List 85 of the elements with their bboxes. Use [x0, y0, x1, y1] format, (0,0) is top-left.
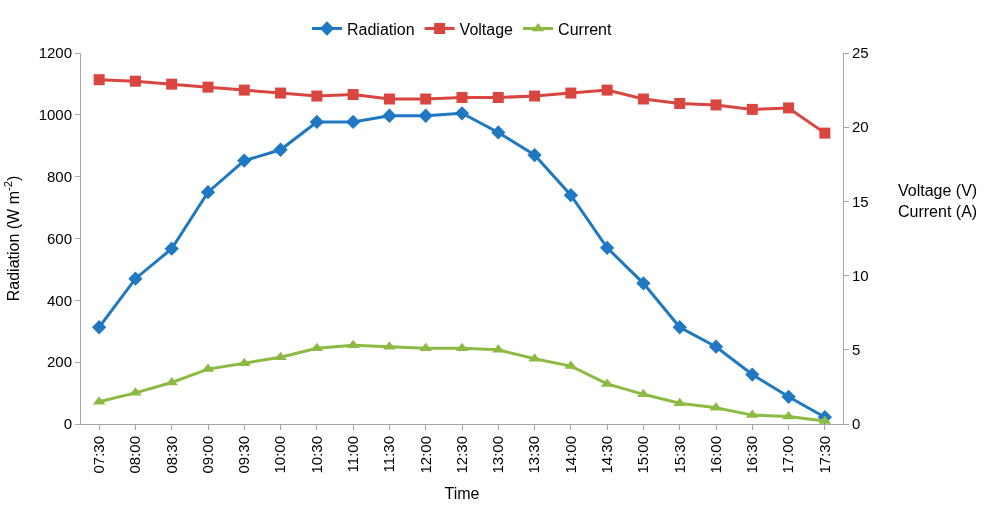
y2-tick-label: 5 — [852, 341, 861, 359]
x-tick-label: 11:00 — [344, 436, 362, 473]
x-tick-label: 10:00 — [271, 436, 289, 474]
point — [309, 114, 325, 130]
x-tick-label: 16:30 — [743, 436, 761, 474]
point — [708, 339, 724, 354]
point — [672, 320, 687, 335]
point — [710, 99, 722, 111]
point — [527, 147, 542, 163]
point — [164, 241, 179, 256]
x-tick-label: 08:00 — [126, 436, 144, 474]
x-tick-label: 12:30 — [452, 436, 470, 474]
point — [599, 240, 615, 255]
y-tick-label: 1000 — [38, 106, 72, 124]
point — [454, 106, 470, 121]
point — [565, 87, 577, 99]
x-tick-label: 17:30 — [815, 436, 833, 474]
point — [165, 376, 179, 386]
point — [745, 367, 760, 382]
x-tick-label: 13:00 — [489, 436, 507, 474]
point — [456, 92, 468, 104]
point — [783, 102, 795, 114]
x-tick-label: 13:30 — [525, 436, 543, 474]
legend-label: Current — [558, 20, 612, 38]
point — [636, 276, 651, 291]
point — [383, 93, 395, 105]
point — [129, 75, 141, 87]
point — [563, 188, 579, 203]
point — [273, 142, 288, 157]
point — [492, 92, 504, 104]
point — [420, 93, 432, 105]
y-tick-label: 600 — [46, 229, 72, 247]
point — [275, 87, 287, 99]
x-tick-label: 15:30 — [670, 436, 688, 474]
y-tick-label: 200 — [46, 353, 72, 371]
y2-tick-label: 15 — [852, 192, 869, 210]
y2-tick-label: 10 — [852, 266, 869, 284]
y-tick-label: 800 — [46, 167, 72, 185]
point — [491, 125, 506, 140]
point — [819, 127, 831, 139]
y2-axis-title: Voltage (V) Current (A) — [898, 182, 978, 220]
point — [128, 271, 143, 286]
point — [601, 84, 613, 96]
point — [382, 108, 397, 123]
x-tick-label: 14:30 — [598, 436, 616, 474]
point — [91, 320, 107, 335]
point — [238, 84, 250, 96]
x-tick-label: 11:30 — [380, 436, 398, 473]
y2-tick-label: 25 — [852, 44, 869, 62]
point — [529, 90, 541, 102]
y-tick-label: 1200 — [38, 44, 72, 62]
point — [310, 342, 324, 352]
y-tick-label: 0 — [63, 415, 72, 433]
point — [93, 74, 105, 86]
point — [347, 89, 359, 101]
point — [166, 78, 178, 90]
x-tick-label: 07:30 — [90, 436, 108, 474]
point — [237, 153, 252, 168]
x-axis-title: Time — [444, 485, 480, 503]
point — [345, 114, 361, 130]
point — [346, 339, 360, 349]
x-tick-label: 15:00 — [634, 436, 652, 474]
x-tick-label: 14:00 — [561, 436, 579, 474]
x-tick-label: 09:00 — [198, 436, 216, 474]
x-tick-label: 10:30 — [307, 436, 325, 474]
point — [637, 93, 649, 105]
legend-label: Voltage — [459, 20, 514, 38]
y2-tick-label: 0 — [852, 415, 861, 433]
y-tick-label: 400 — [46, 291, 72, 309]
x-tick-label: 17:00 — [779, 436, 797, 474]
point — [418, 108, 433, 123]
point — [202, 81, 214, 93]
y2-tick-label: 20 — [852, 118, 869, 136]
point — [200, 184, 216, 200]
point — [746, 103, 758, 115]
point — [674, 97, 686, 109]
point — [419, 342, 433, 352]
point — [781, 389, 796, 404]
point — [455, 342, 469, 352]
point — [311, 90, 323, 102]
x-tick-label: 16:00 — [706, 436, 724, 474]
x-tick-label: 08:30 — [162, 436, 180, 474]
x-tick-label: 12:00 — [416, 436, 434, 474]
x-tick-label: 09:30 — [235, 436, 253, 474]
legend-label: Radiation — [347, 20, 415, 38]
